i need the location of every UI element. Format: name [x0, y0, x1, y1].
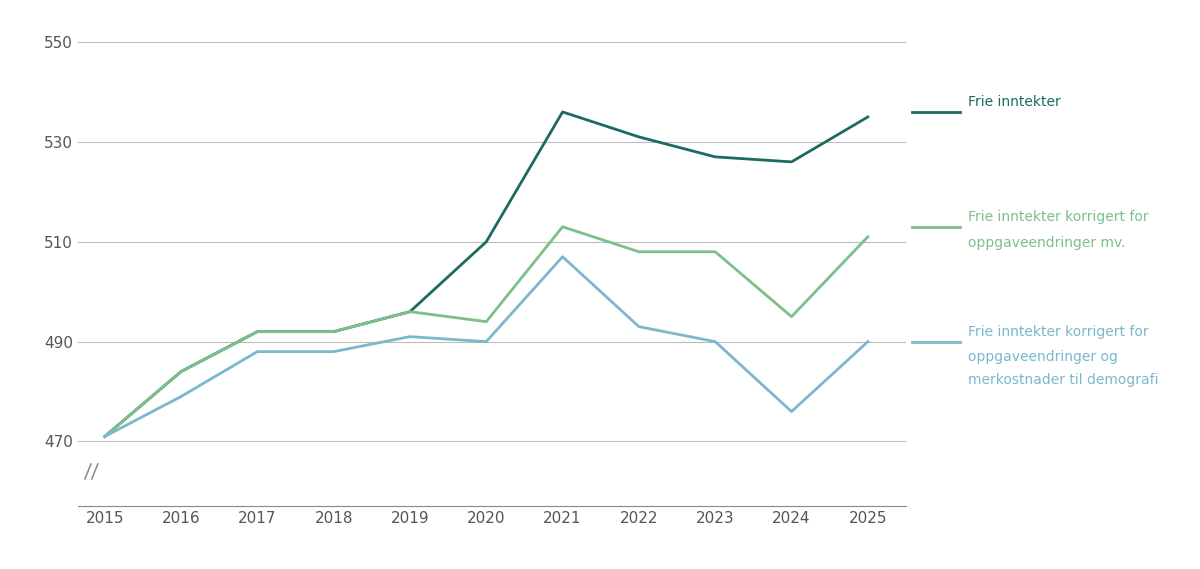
Text: Frie inntekter: Frie inntekter	[968, 95, 1061, 109]
Text: oppgaveendringer mv.: oppgaveendringer mv.	[968, 236, 1126, 250]
Text: Frie inntekter korrigert for: Frie inntekter korrigert for	[968, 325, 1150, 339]
Text: Frie inntekter korrigert for: Frie inntekter korrigert for	[968, 210, 1150, 224]
Text: merkostnader til demografi: merkostnader til demografi	[968, 373, 1159, 387]
Text: oppgaveendringer og: oppgaveendringer og	[968, 351, 1118, 364]
